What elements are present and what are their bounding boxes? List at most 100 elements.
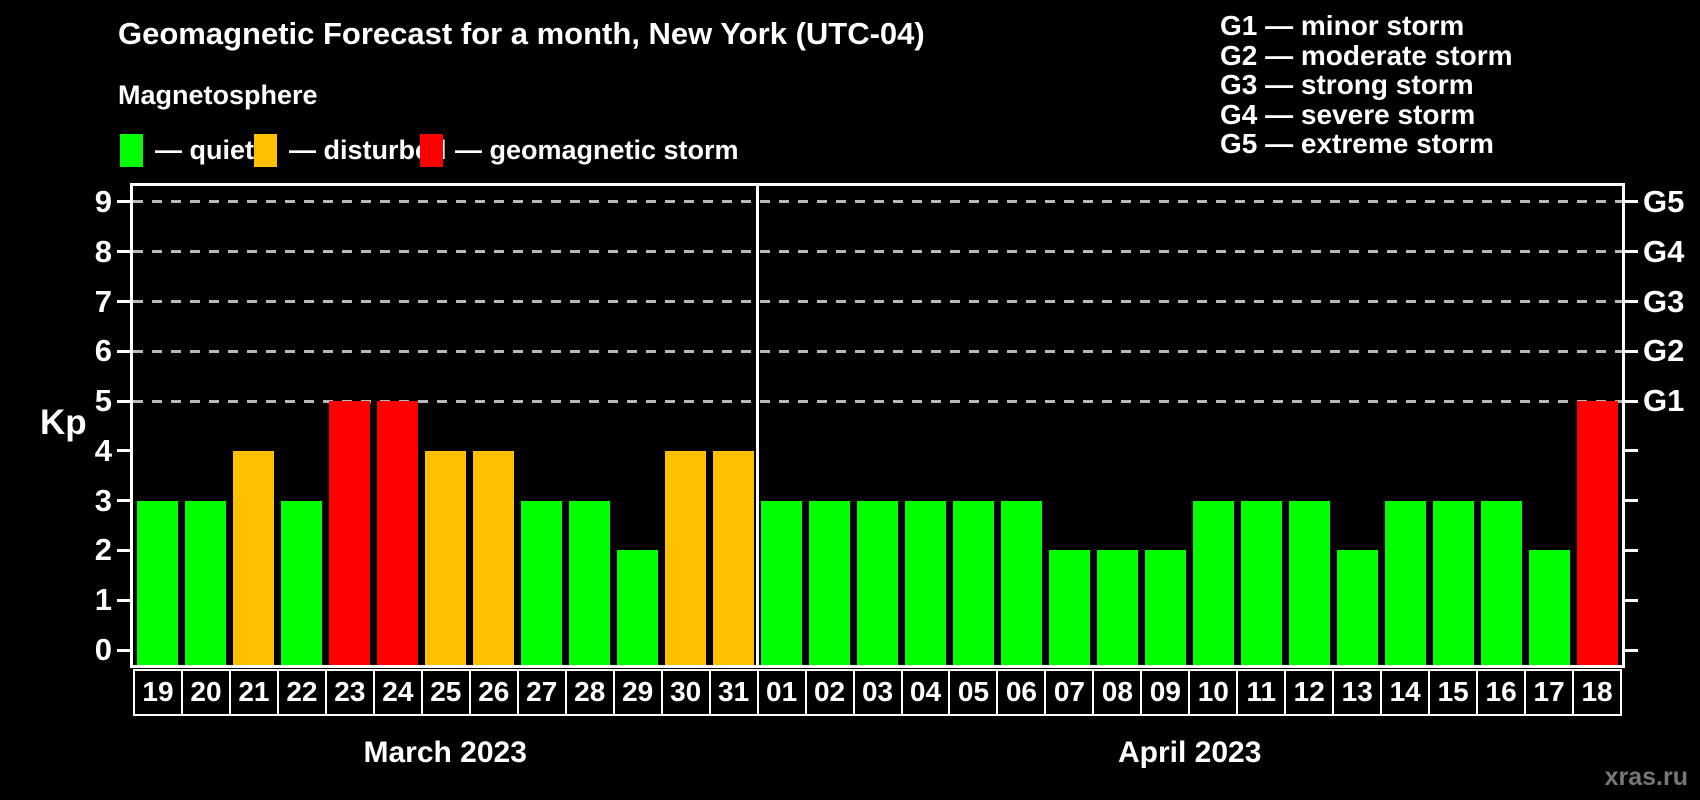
day-cell-14: 14 bbox=[1380, 669, 1431, 716]
day-cell-03: 03 bbox=[852, 669, 903, 716]
kp-bar-day-01 bbox=[760, 500, 802, 665]
kp-bar-day-15 bbox=[1433, 500, 1475, 665]
day-cell-07: 07 bbox=[1044, 669, 1095, 716]
g-scale-label-G5: G5 bbox=[1643, 183, 1685, 219]
day-cell-15: 15 bbox=[1428, 669, 1479, 716]
kp-bar-day-27 bbox=[520, 500, 562, 665]
g-legend-line: G2 — moderate storm bbox=[1220, 39, 1513, 71]
g-scale-label-G2: G2 bbox=[1643, 333, 1685, 369]
day-cell-30: 30 bbox=[660, 669, 711, 716]
kp-bar-day-25 bbox=[424, 450, 466, 665]
watermark: xras.ru bbox=[1604, 763, 1688, 791]
y-axis-title: Kp bbox=[40, 403, 87, 442]
day-cell-21: 21 bbox=[228, 669, 279, 716]
kp-bar-day-17 bbox=[1529, 550, 1571, 665]
day-cell-31: 31 bbox=[708, 669, 759, 716]
g-legend-line: G3 — strong storm bbox=[1220, 69, 1474, 101]
day-cell-05: 05 bbox=[948, 669, 999, 716]
y-tick-right bbox=[1625, 399, 1638, 403]
day-cell-11: 11 bbox=[1236, 669, 1287, 716]
day-cell-02: 02 bbox=[804, 669, 855, 716]
kp-bar-day-14 bbox=[1385, 500, 1427, 665]
kp-bar-day-22 bbox=[280, 500, 322, 665]
kp-bar-day-31 bbox=[712, 450, 754, 665]
y-tick-left bbox=[117, 349, 130, 353]
kp-bar-day-16 bbox=[1481, 500, 1523, 665]
y-tick-label-6: 6 bbox=[94, 333, 112, 369]
legend-item-storm: — geomagnetic storm bbox=[420, 134, 739, 167]
day-cell-17: 17 bbox=[1524, 669, 1575, 716]
gridline-kp5 bbox=[133, 399, 1622, 403]
kp-bar-day-12 bbox=[1289, 500, 1331, 665]
y-tick-label-1: 1 bbox=[94, 582, 112, 618]
day-cell-09: 09 bbox=[1140, 669, 1191, 716]
kp-bar-day-28 bbox=[568, 500, 610, 665]
gridline-kp7 bbox=[133, 300, 1622, 304]
kp-bar-day-23 bbox=[328, 401, 370, 665]
kp-bar-day-18 bbox=[1577, 401, 1619, 665]
y-tick-left bbox=[117, 548, 130, 552]
y-tick-right bbox=[1625, 648, 1638, 652]
magnetosphere-subtitle: Magnetosphere bbox=[118, 80, 318, 110]
day-cell-16: 16 bbox=[1476, 669, 1527, 716]
page-title: Geomagnetic Forecast for a month, New Yo… bbox=[118, 16, 925, 51]
y-tick-right bbox=[1625, 449, 1638, 453]
day-cell-29: 29 bbox=[612, 669, 663, 716]
day-cell-24: 24 bbox=[372, 669, 423, 716]
g-scale-label-G1: G1 bbox=[1643, 383, 1685, 419]
y-tick-left bbox=[117, 648, 130, 652]
gridline-kp8 bbox=[133, 250, 1622, 254]
y-tick-right bbox=[1625, 349, 1638, 353]
day-cell-19: 19 bbox=[133, 669, 183, 716]
kp-bar-day-21 bbox=[232, 450, 274, 665]
kp-bar-day-03 bbox=[857, 500, 898, 665]
y-tick-left bbox=[117, 200, 130, 204]
day-cell-13: 13 bbox=[1332, 669, 1383, 716]
day-cell-22: 22 bbox=[276, 669, 327, 716]
y-tick-left bbox=[117, 598, 130, 602]
storm-swatch bbox=[420, 134, 443, 167]
kp-bar-day-26 bbox=[472, 450, 514, 665]
kp-bar-day-19 bbox=[136, 500, 178, 665]
y-tick-left bbox=[117, 399, 130, 403]
month-label: April 2023 bbox=[1117, 736, 1262, 769]
y-tick-right bbox=[1625, 499, 1638, 503]
day-cell-04: 04 bbox=[900, 669, 951, 716]
y-tick-label-2: 2 bbox=[94, 532, 112, 568]
month-label: March 2023 bbox=[363, 736, 527, 769]
y-tick-right bbox=[1625, 300, 1638, 304]
kp-bar-day-24 bbox=[376, 401, 418, 665]
g-legend-line: G5 — extreme storm bbox=[1220, 128, 1494, 160]
g-scale-label-G4: G4 bbox=[1643, 233, 1685, 269]
day-cell-12: 12 bbox=[1284, 669, 1335, 716]
y-tick-right bbox=[1625, 598, 1638, 602]
kp-bar-day-13 bbox=[1337, 550, 1379, 665]
day-cell-28: 28 bbox=[564, 669, 615, 716]
y-tick-label-8: 8 bbox=[94, 233, 112, 269]
kp-bar-day-10 bbox=[1193, 500, 1235, 665]
gridline-kp6 bbox=[133, 349, 1622, 353]
disturbed-swatch bbox=[254, 134, 277, 167]
gridline-kp9 bbox=[133, 200, 1622, 204]
day-cell-26: 26 bbox=[468, 669, 519, 716]
y-tick-left bbox=[117, 250, 130, 254]
y-tick-right bbox=[1625, 200, 1638, 204]
g-scale-legend: G1 — minor storm G2 — moderate storm G3 — … bbox=[1220, 11, 1513, 159]
day-axis: 19 20 21 22 23 24 25 26 27 28 29 30 31 01 02 03 04 05 06 07… bbox=[133, 669, 1623, 716]
g-legend-line: G1 — minor storm bbox=[1220, 10, 1465, 41]
day-cell-08: 08 bbox=[1092, 669, 1143, 716]
day-cell-18: 18 bbox=[1572, 669, 1623, 716]
y-tick-left bbox=[117, 300, 130, 304]
g-legend-line: G4 — severe storm bbox=[1220, 98, 1476, 130]
legend-label: — geomagnetic storm bbox=[455, 135, 739, 165]
y-tick-label-7: 7 bbox=[94, 283, 112, 319]
day-cell-27: 27 bbox=[516, 669, 567, 716]
plot-area bbox=[130, 183, 1625, 668]
legend-item-disturbed: — disturbed bbox=[254, 134, 447, 167]
day-cell-23: 23 bbox=[324, 669, 375, 716]
day-cell-25: 25 bbox=[420, 669, 471, 716]
y-tick-right bbox=[1625, 548, 1638, 552]
month-divider bbox=[755, 186, 759, 665]
kp-bar-day-20 bbox=[184, 500, 226, 665]
